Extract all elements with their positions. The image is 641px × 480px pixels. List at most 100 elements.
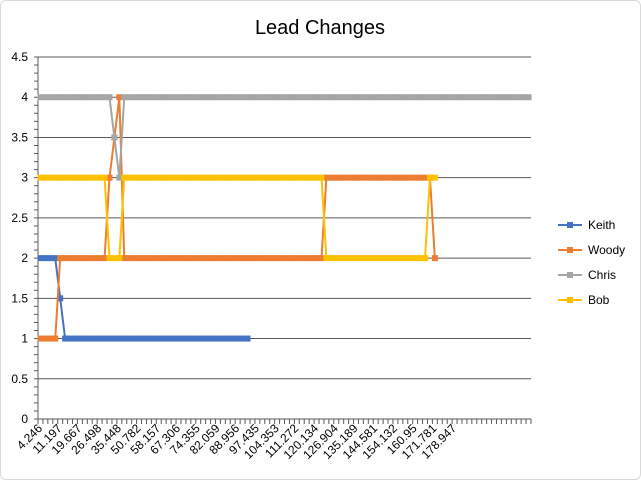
data-point xyxy=(185,335,192,342)
data-point xyxy=(86,335,93,342)
data-point xyxy=(269,255,276,262)
data-point xyxy=(333,255,340,262)
data-point xyxy=(224,255,231,262)
data-point xyxy=(372,94,379,101)
data-point xyxy=(328,255,335,262)
data-point xyxy=(140,94,147,101)
data-point xyxy=(121,335,128,342)
data-point xyxy=(259,94,266,101)
data-point xyxy=(150,335,157,342)
data-point xyxy=(219,255,226,262)
data-point xyxy=(515,94,522,101)
data-point xyxy=(126,255,133,262)
data-point xyxy=(323,94,330,101)
data-point xyxy=(481,94,488,101)
data-point xyxy=(343,174,350,181)
data-point xyxy=(170,255,177,262)
data-point xyxy=(175,94,182,101)
data-point xyxy=(279,255,286,262)
data-point xyxy=(318,94,325,101)
data-point xyxy=(471,94,478,101)
series-keith xyxy=(37,255,251,342)
data-point xyxy=(57,174,64,181)
data-point xyxy=(333,94,340,101)
data-point xyxy=(313,255,320,262)
data-point xyxy=(205,335,212,342)
data-point xyxy=(244,174,251,181)
data-point xyxy=(269,174,276,181)
data-point xyxy=(81,335,88,342)
data-point xyxy=(180,255,187,262)
data-point xyxy=(42,335,49,342)
y-tick-label: 2.5 xyxy=(11,211,28,225)
data-point xyxy=(136,335,143,342)
data-point xyxy=(407,255,414,262)
data-point xyxy=(264,255,271,262)
data-point xyxy=(224,94,231,101)
data-point xyxy=(283,94,290,101)
data-point xyxy=(180,94,187,101)
data-point xyxy=(446,94,453,101)
data-point xyxy=(298,174,305,181)
data-point xyxy=(318,174,325,181)
data-point xyxy=(431,94,438,101)
y-tick-label: 3.5 xyxy=(11,130,28,144)
data-point xyxy=(37,94,44,101)
data-point xyxy=(190,255,197,262)
data-point xyxy=(165,255,172,262)
data-point xyxy=(495,94,502,101)
data-point xyxy=(259,174,266,181)
data-point xyxy=(362,94,369,101)
data-point xyxy=(67,335,74,342)
data-point xyxy=(200,94,207,101)
data-point xyxy=(451,94,458,101)
data-point xyxy=(234,94,241,101)
data-point xyxy=(150,174,157,181)
y-tick-label: 0.5 xyxy=(11,372,28,386)
data-point xyxy=(81,174,88,181)
data-point xyxy=(303,94,310,101)
data-point xyxy=(145,174,152,181)
data-point xyxy=(52,255,59,262)
data-point xyxy=(402,174,409,181)
y-tick-label: 4 xyxy=(21,90,28,104)
data-point xyxy=(348,94,355,101)
data-point xyxy=(160,255,167,262)
data-point xyxy=(308,94,315,101)
data-point xyxy=(160,335,167,342)
data-point xyxy=(116,174,123,181)
data-point xyxy=(417,255,424,262)
data-point xyxy=(170,94,177,101)
data-point xyxy=(466,94,473,101)
data-point xyxy=(37,174,44,181)
data-point xyxy=(160,174,167,181)
data-point xyxy=(76,255,83,262)
data-point xyxy=(441,94,448,101)
data-point xyxy=(37,255,44,262)
data-point xyxy=(175,174,182,181)
data-point xyxy=(62,255,69,262)
data-point xyxy=(86,94,93,101)
data-point xyxy=(71,255,78,262)
data-point xyxy=(254,174,261,181)
data-point xyxy=(140,255,147,262)
data-point xyxy=(343,255,350,262)
data-point xyxy=(254,255,261,262)
data-point xyxy=(239,335,246,342)
data-point xyxy=(185,94,192,101)
data-point xyxy=(274,255,281,262)
data-point xyxy=(234,174,241,181)
data-point xyxy=(210,255,217,262)
data-point xyxy=(96,335,103,342)
data-point xyxy=(283,255,290,262)
data-point xyxy=(195,335,202,342)
data-point xyxy=(382,174,389,181)
data-point xyxy=(42,255,49,262)
data-point xyxy=(525,94,532,101)
data-point xyxy=(150,255,157,262)
data-point xyxy=(126,94,133,101)
data-point xyxy=(106,255,113,262)
data-point xyxy=(126,174,133,181)
data-point xyxy=(190,174,197,181)
